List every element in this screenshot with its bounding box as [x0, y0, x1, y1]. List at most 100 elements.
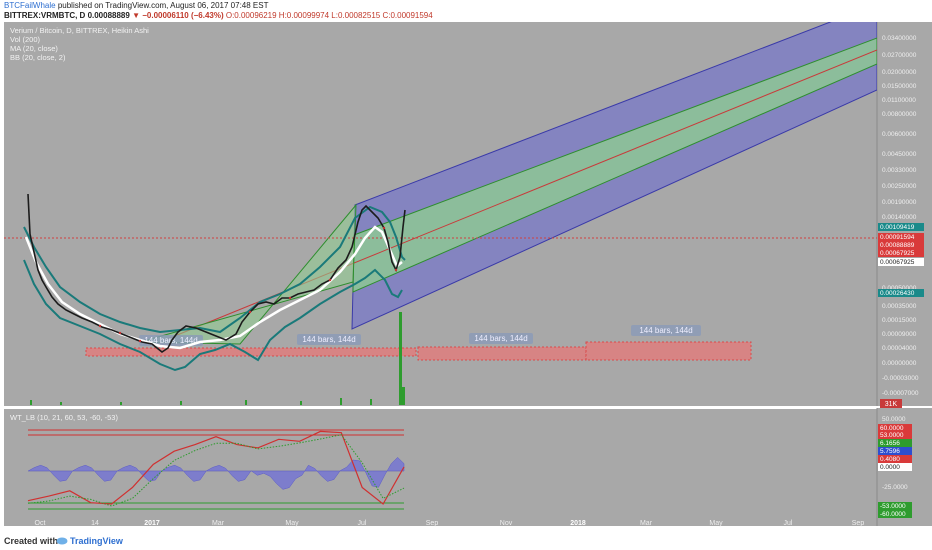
svg-text:5.7596: 5.7596 — [880, 448, 900, 455]
oscillator-title: WT_LB (10, 21, 60, 53, -60, -53) — [10, 413, 118, 422]
svg-text:53.0000: 53.0000 — [880, 432, 904, 439]
price-tick: 0.01100000 — [882, 97, 916, 104]
osc-tick: 50.0000 — [882, 416, 906, 423]
price-badge: 0.00109419 — [878, 223, 924, 231]
svg-text:0.00067925: 0.00067925 — [880, 250, 915, 257]
price-tick: 0.00009000 — [882, 331, 917, 338]
price-tick: 0.03400000 — [882, 35, 917, 42]
osc-badge: 0.0000 — [878, 463, 912, 471]
annotation-4[interactable]: 144 bars, 144d — [631, 325, 701, 336]
chart-header: BTCFailWhale published on TradingView.co… — [0, 0, 932, 22]
annotation-text-3: 144 bars, 144d — [474, 334, 527, 343]
price-tick: 0.00450000 — [882, 151, 917, 158]
svg-text:-60.0000: -60.0000 — [880, 511, 906, 518]
price-tick: 0.00250000 — [882, 183, 917, 190]
svg-text:0.00088889: 0.00088889 — [880, 242, 915, 249]
ohlc-text: O:0.00096219 H:0.00099974 L:0.00082515 C… — [225, 11, 433, 20]
svg-text:0.0000: 0.0000 — [880, 464, 900, 471]
price-tick: -0.00003000 — [882, 375, 919, 382]
legend-bb: BB (20, close, 2) — [10, 53, 66, 62]
svg-text:0.00026430: 0.00026430 — [880, 290, 915, 297]
time-tick: Nov — [500, 520, 513, 527]
annotation-text-2: 144 bars, 144d — [302, 335, 355, 344]
price-badge: 0.00088889 — [878, 241, 924, 249]
price-tick: 0.00035000 — [882, 303, 917, 310]
time-tick: 2018 — [570, 520, 586, 527]
svg-text:0.4080: 0.4080 — [880, 456, 900, 463]
change-text: −0.00006110 (−6.43%) — [142, 11, 224, 20]
footer: Created with TradingView — [0, 532, 932, 550]
oscillator-pane — [4, 409, 877, 526]
price-tick: 0.02700000 — [882, 52, 917, 59]
osc-badge: 6.1656 — [878, 439, 912, 447]
annotation-2[interactable]: 144 bars, 144d — [297, 334, 361, 345]
price-tick: 0.00004000 — [882, 345, 917, 352]
svg-text:-53.0000: -53.0000 — [880, 503, 906, 510]
time-tick: Mar — [640, 520, 653, 527]
legend-vol: Vol (200) — [10, 35, 41, 44]
pitchfork-handle — [139, 203, 357, 345]
annotation-text-4: 144 bars, 144d — [639, 326, 692, 335]
svg-text:60.0000: 60.0000 — [880, 425, 904, 432]
legend-ma: MA (20, close) — [10, 44, 58, 53]
osc-badge: 53.0000 — [878, 431, 912, 439]
symbol-line: BITTREX:VRMBTC, D 0.00088889 ▼ −0.000061… — [4, 11, 433, 20]
svg-text:0.00109419: 0.00109419 — [880, 224, 915, 231]
oscillator-wt2 — [27, 434, 405, 507]
author-link[interactable]: BTCFailWhale — [4, 1, 56, 10]
price-tick: 0.01500000 — [882, 83, 917, 90]
range-box-2 — [417, 346, 587, 361]
time-axis: Oct 14 2017 Mar May Jul Sep Nov 2018 Mar May Jul Sep — [35, 520, 865, 527]
time-tick: May — [709, 520, 723, 527]
cloud-icon — [56, 537, 68, 545]
price-badges: 0.001094190.000915940.000888890.00067925… — [878, 223, 924, 297]
price-tick: 0.00050000 — [882, 285, 917, 292]
osc-badge: -60.0000 — [878, 510, 912, 518]
legend-title: Verium / Bitcoin, D, BITTREX, Heikin Ash… — [10, 26, 149, 35]
last-price: 0.00088889 — [87, 11, 130, 20]
publish-text: published on TradingView.com, August 06,… — [57, 1, 269, 10]
legend: Verium / Bitcoin, D, BITTREX, Heikin Ash… — [10, 26, 149, 62]
price-tick: 0.00015000 — [882, 317, 917, 324]
tradingview-brand[interactable]: TradingView — [70, 536, 123, 546]
range-box-3 — [585, 341, 752, 361]
price-tick: 0.00190000 — [882, 199, 917, 206]
created-with-text: Created with — [4, 536, 59, 546]
time-tick: 14 — [91, 520, 99, 527]
publish-line: BTCFailWhale published on TradingView.co… — [4, 1, 268, 10]
price-tick: -0.00007000 — [882, 390, 919, 397]
oscillator-wt1 — [27, 430, 405, 505]
price-chart[interactable]: 144 bars, 144d 144 bars, 144d 144 bars, … — [0, 22, 932, 532]
osc-tick: -25.0000 — [882, 484, 908, 491]
volume-bars — [30, 312, 405, 405]
moving-average — [24, 225, 403, 350]
osc-badge: -53.0000 — [878, 502, 912, 510]
price-axis-ticks: 0.03400000 0.02700000 0.02000000 0.01500000… — [882, 35, 919, 397]
time-tick: Jul — [358, 520, 367, 527]
svg-text:0.00067925: 0.00067925 — [880, 259, 915, 266]
price-badge: 0.00026430 — [878, 289, 924, 297]
svg-text:31K: 31K — [885, 401, 898, 408]
down-arrow-icon: ▼ — [132, 11, 140, 20]
price-badge: 0.00091594 — [878, 233, 924, 241]
annotation-3[interactable]: 144 bars, 144d — [469, 333, 533, 344]
price-tick: 0.00800000 — [882, 111, 917, 118]
time-tick: 2017 — [144, 520, 160, 527]
time-tick: Sep — [426, 520, 439, 527]
time-tick: Sep — [852, 520, 865, 527]
symbol-text: BITTREX:VRMBTC, D — [4, 11, 86, 20]
price-line — [27, 193, 406, 353]
bollinger-lower — [23, 259, 403, 372]
range-box-1 — [85, 347, 417, 357]
price-tick: 0.00600000 — [882, 131, 917, 138]
time-tick: Oct — [35, 520, 46, 527]
price-tick: 0.00140000 — [882, 214, 917, 221]
bollinger-upper — [23, 205, 406, 334]
volume-badge: 31K — [880, 399, 902, 408]
price-badge: 0.00067925 — [878, 249, 924, 257]
time-tick: Mar — [212, 520, 225, 527]
price-tick: 0.02000000 — [882, 69, 917, 76]
price-tick: 0.00000000 — [882, 360, 917, 367]
time-tick: Jul — [784, 520, 793, 527]
